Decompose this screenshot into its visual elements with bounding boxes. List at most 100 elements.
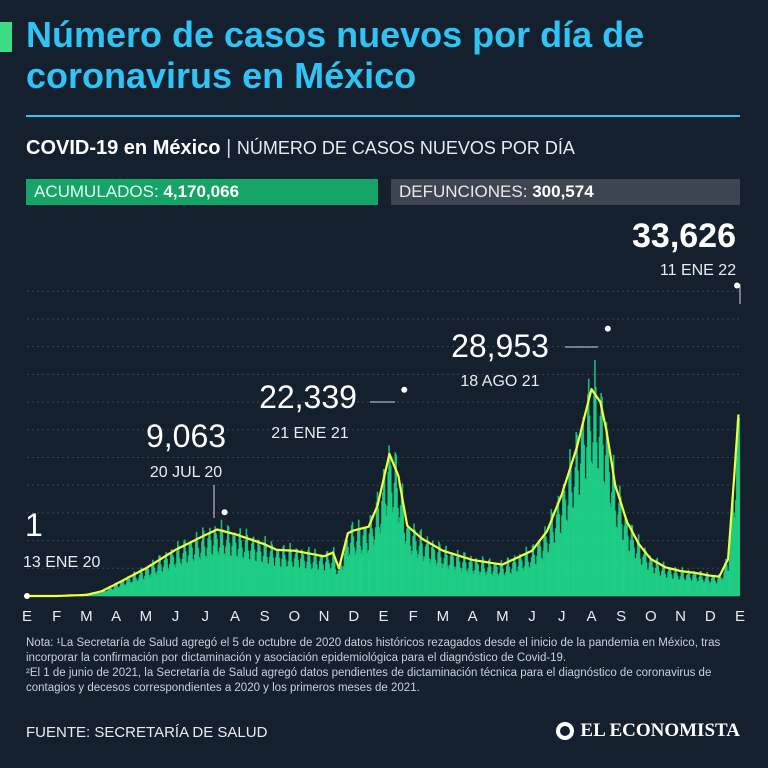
daily-bar — [519, 553, 521, 596]
daily-bar — [199, 559, 201, 596]
x-tick-label: E — [378, 608, 388, 625]
daily-bar — [714, 580, 717, 596]
daily-bar — [414, 541, 417, 596]
daily-bar — [255, 561, 258, 596]
daily-bar — [369, 515, 372, 596]
daily-bar — [250, 543, 253, 596]
daily-bar — [242, 556, 244, 596]
daily-bar — [353, 547, 356, 596]
daily-bar — [660, 570, 663, 596]
daily-bar — [515, 570, 518, 596]
x-tick-label: S — [260, 608, 270, 625]
daily-bar — [375, 502, 378, 596]
x-tick-label: M — [437, 608, 450, 625]
annotation-value: 9,063 — [146, 418, 226, 454]
daily-bar — [433, 549, 436, 596]
daily-bar — [425, 543, 428, 596]
daily-bar — [562, 488, 564, 596]
daily-bar — [111, 588, 113, 596]
daily-bar — [574, 467, 577, 596]
annotation-date: 21 ENE 21 — [271, 425, 348, 442]
daily-bar — [95, 593, 97, 596]
daily-bar — [631, 525, 634, 596]
daily-bar — [672, 578, 675, 596]
chart-subtitle: COVID-19 en México | NÚMERO DE CASOS NUE… — [26, 137, 575, 160]
daily-bar — [414, 529, 416, 596]
daily-bar — [725, 558, 727, 596]
daily-bar — [586, 394, 589, 596]
daily-bar — [290, 549, 292, 596]
daily-bar — [550, 509, 553, 596]
annotation-dot — [604, 325, 611, 332]
daily-bar — [377, 507, 380, 596]
daily-bar — [341, 569, 344, 596]
daily-bar — [485, 574, 487, 596]
daily-bar — [207, 538, 209, 596]
daily-bar — [415, 550, 418, 596]
daily-bar — [430, 559, 432, 596]
daily-bar — [569, 448, 571, 596]
x-tick-label: J — [528, 608, 536, 625]
daily-bar — [108, 586, 110, 596]
daily-bar — [523, 565, 526, 596]
daily-bar — [416, 557, 419, 596]
daily-bar — [419, 531, 422, 596]
daily-bar — [457, 555, 460, 596]
daily-bar — [681, 567, 684, 596]
daily-bar — [292, 566, 295, 596]
daily-bar — [347, 546, 349, 596]
daily-bar — [559, 532, 561, 596]
daily-bar — [654, 567, 657, 596]
daily-bar — [412, 535, 414, 596]
x-tick-label: J — [558, 608, 566, 625]
daily-bar — [567, 505, 569, 596]
daily-bar — [500, 560, 503, 596]
daily-bar — [734, 517, 736, 596]
daily-bar — [214, 526, 217, 596]
acumulados-bar: ACUMULADOS: 4,170,066 — [26, 179, 378, 205]
daily-bar — [93, 594, 95, 596]
daily-bar — [726, 570, 729, 596]
brand-icon — [556, 722, 575, 740]
daily-bar — [258, 539, 260, 596]
daily-bar — [488, 559, 490, 596]
daily-bar — [413, 523, 415, 596]
daily-bar — [667, 571, 669, 596]
daily-bar — [160, 570, 163, 596]
daily-bar — [582, 416, 585, 596]
daily-bar — [573, 486, 576, 596]
daily-bar — [400, 490, 403, 596]
daily-bar — [720, 578, 723, 596]
daily-bar — [488, 558, 491, 596]
daily-bar — [610, 507, 612, 596]
daily-bar — [694, 574, 697, 596]
daily-bar — [236, 557, 239, 596]
daily-bar — [447, 565, 449, 596]
daily-bar — [529, 562, 532, 596]
daily-bar — [504, 575, 506, 596]
daily-bar — [566, 521, 569, 596]
daily-bar — [271, 544, 274, 596]
x-tick-label: M — [140, 608, 153, 625]
daily-bar — [453, 566, 455, 596]
daily-bar — [718, 574, 720, 596]
daily-bar — [696, 581, 699, 596]
daily-bar — [285, 566, 288, 596]
daily-bar — [418, 545, 421, 596]
daily-bar — [113, 586, 116, 596]
daily-bar — [357, 519, 360, 596]
daily-bar — [370, 515, 373, 596]
daily-bar — [549, 526, 552, 596]
daily-bar — [110, 587, 112, 596]
daily-bar — [465, 570, 468, 596]
daily-bar — [511, 568, 513, 596]
daily-bar — [594, 360, 596, 596]
daily-bar — [540, 557, 543, 596]
daily-bar — [297, 559, 299, 596]
daily-bar — [518, 556, 520, 596]
daily-bar — [284, 559, 287, 596]
daily-bar — [265, 545, 267, 596]
daily-bar — [185, 551, 187, 596]
daily-bar — [177, 545, 180, 596]
daily-bar — [407, 525, 410, 596]
